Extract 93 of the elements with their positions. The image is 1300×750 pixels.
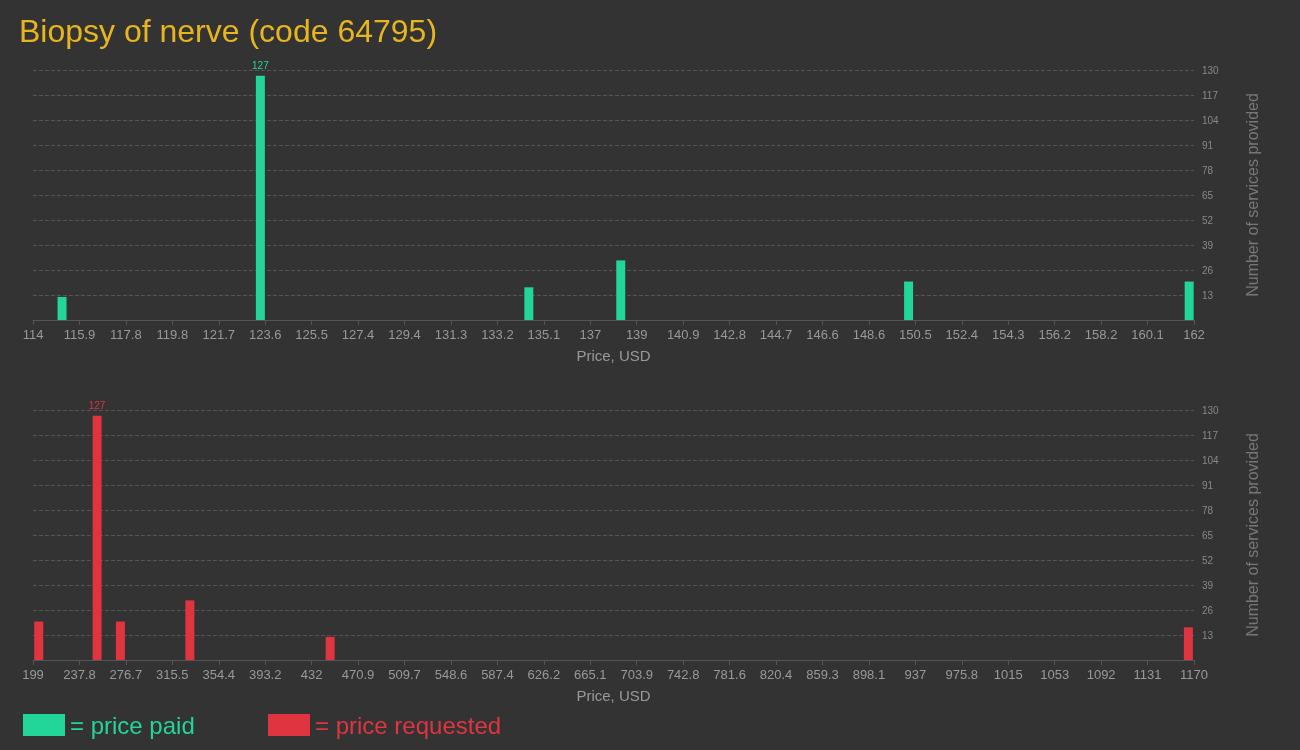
x-tick-label: 119.8: [156, 327, 189, 342]
y-tick-label: 65: [1202, 529, 1214, 541]
y-tick-label: 104: [1202, 454, 1220, 466]
bar: [904, 281, 914, 320]
x-tick-label: 144.7: [759, 327, 793, 342]
x-tick-label: 937: [904, 667, 927, 682]
y-tick-label: 26: [1202, 264, 1214, 276]
y-tick-label: 91: [1202, 139, 1214, 151]
x-tick-label: 139: [625, 327, 648, 342]
x-tick-label: 1170: [1180, 667, 1208, 682]
x-tick-label: 137: [579, 327, 602, 342]
y-tick-label: 78: [1202, 504, 1214, 516]
bar: [255, 75, 265, 320]
x-tick-label: 140.9: [666, 327, 700, 342]
x-tick-label: 237.8: [63, 667, 96, 682]
x-tick-label: 587.4: [481, 667, 514, 682]
x-tick-label: 125.5: [295, 327, 328, 342]
x-tick-label: 315.5: [156, 667, 189, 682]
x-tick-label: 150.5: [899, 327, 932, 342]
y-tick-label: 26: [1202, 604, 1214, 616]
x-tick-label: 781.6: [713, 667, 746, 682]
x-tick-label: 154.3: [991, 327, 1025, 342]
x-tick-label: 509.7: [388, 667, 421, 682]
y-tick-label: 13: [1202, 289, 1214, 301]
x-tick-label: 156.2: [1038, 327, 1071, 342]
y-tick-label: 13: [1202, 629, 1214, 641]
y-axis-title: Number of services provided: [1243, 433, 1261, 637]
x-tick-label: 133.2: [481, 327, 514, 342]
y-tick-label: 104: [1202, 114, 1220, 126]
x-tick-label: 898.1: [852, 667, 886, 682]
y-tick-label: 117: [1202, 89, 1219, 101]
bar: [34, 621, 44, 660]
legend-label: = price requested: [315, 711, 502, 739]
bar: [57, 296, 67, 320]
x-tick-label: 665.1: [574, 667, 607, 682]
x-tick-label: 162: [1183, 327, 1205, 342]
legend-label: = price paid: [70, 711, 195, 739]
data-label: 127: [252, 60, 270, 72]
x-tick-label: 1015: [993, 667, 1023, 682]
y-tick-label: 52: [1202, 214, 1214, 226]
x-axis-title: Price, USD: [576, 347, 651, 364]
y-tick-label: 130: [1202, 64, 1220, 76]
x-tick-label: 432: [300, 667, 323, 682]
y-tick-label: 78: [1202, 164, 1214, 176]
chart-title: Biopsy of nerve (code 64795): [19, 13, 438, 49]
x-tick-label: 123.6: [248, 327, 282, 342]
x-tick-label: 114: [22, 327, 44, 342]
bar: [92, 415, 102, 660]
x-tick-label: 470.9: [341, 667, 375, 682]
x-tick-label: 859.3: [806, 667, 839, 682]
y-tick-label: 130: [1202, 404, 1220, 416]
bar: [1183, 627, 1193, 660]
bar: [325, 636, 335, 660]
x-tick-label: 820.4: [759, 667, 793, 682]
x-tick-label: 1131: [1133, 667, 1162, 682]
x-tick-label: 703.9: [620, 667, 653, 682]
x-tick-label: 742.8: [666, 667, 700, 682]
y-tick-label: 52: [1202, 554, 1214, 566]
x-tick-label: 131.3: [434, 327, 468, 342]
x-tick-label: 142.8: [713, 327, 746, 342]
x-axis-title: Price, USD: [576, 687, 651, 704]
x-tick-label: 393.2: [248, 667, 282, 682]
y-tick-label: 117: [1202, 429, 1219, 441]
x-tick-label: 548.6: [434, 667, 468, 682]
x-tick-label: 975.8: [945, 667, 979, 682]
x-tick-label: 127.4: [341, 327, 375, 342]
x-tick-label: 158.2: [1084, 327, 1118, 342]
bar: [616, 260, 626, 320]
y-tick-label: 91: [1202, 479, 1214, 491]
bar: [524, 287, 534, 320]
x-tick-label: 115.9: [63, 327, 96, 342]
data-label: 127: [88, 400, 106, 412]
x-tick-label: 146.6: [806, 327, 839, 342]
x-tick-label: 152.4: [945, 327, 979, 342]
x-tick-label: 1092: [1086, 667, 1116, 682]
y-axis-title: Number of services provided: [1243, 93, 1261, 297]
bar: [1184, 281, 1194, 320]
x-tick-label: 1053: [1040, 667, 1070, 682]
x-tick-label: 354.4: [202, 667, 236, 682]
y-tick-label: 65: [1202, 189, 1214, 201]
y-tick-label: 39: [1202, 239, 1214, 251]
x-tick-label: 121.7: [202, 327, 236, 342]
x-tick-label: 626.2: [527, 667, 561, 682]
x-tick-label: 117.8: [110, 327, 142, 342]
x-tick-label: 129.4: [388, 327, 421, 342]
x-tick-label: 276.7: [109, 667, 143, 682]
x-tick-label: 135.1: [527, 327, 561, 342]
bar: [115, 621, 125, 660]
x-tick-label: 148.6: [852, 327, 886, 342]
x-tick-label: 199: [22, 667, 44, 682]
x-tick-label: 160.1: [1131, 327, 1164, 342]
y-tick-label: 39: [1202, 579, 1214, 591]
bar: [185, 600, 195, 660]
